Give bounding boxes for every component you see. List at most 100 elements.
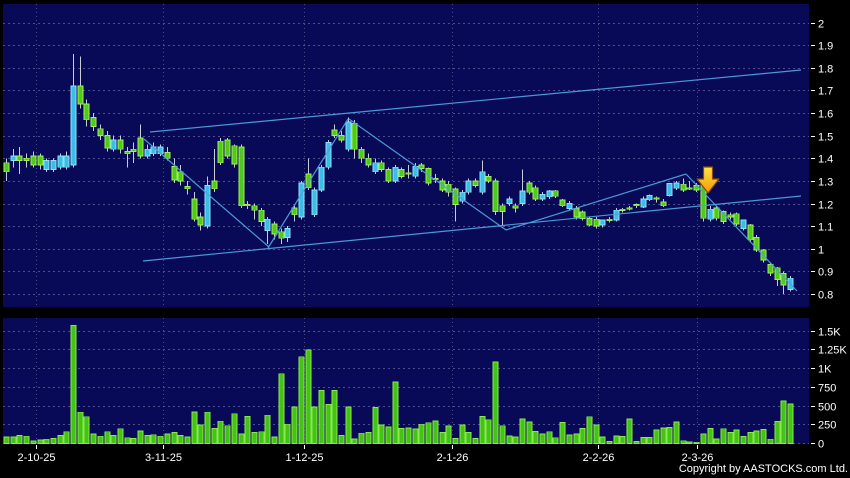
volume-bar: [485, 419, 492, 444]
candle-down: [747, 224, 754, 241]
volume-bar: [753, 430, 760, 444]
volume-bar: [137, 430, 144, 444]
candle-down: [365, 157, 372, 166]
candle-down: [713, 207, 720, 219]
candle-up: [392, 166, 399, 182]
candle-down: [686, 187, 693, 190]
volume-axis-label: 1K: [818, 364, 832, 376]
volume-bar: [70, 324, 77, 444]
trendline: [685, 173, 798, 292]
candle-down: [586, 218, 593, 226]
candle-down: [351, 122, 358, 150]
volume-bar: [378, 424, 385, 444]
volume-bar: [298, 356, 305, 444]
volume-bar: [284, 423, 291, 444]
candle-down: [680, 183, 687, 191]
volume-bar: [217, 420, 224, 444]
candle-up: [459, 191, 466, 202]
volume-bar: [311, 406, 318, 444]
volume-bar: [90, 433, 97, 444]
price-axis-label: 1.8: [818, 64, 833, 76]
axis-labels: 2 1.9 1.8 1.7 1.6 1.5 1.4 1.3 1.2 1.1 1 0.9 0.8 1.5K 1…: [18, 19, 848, 465]
candle-up: [519, 190, 526, 204]
candle-down: [619, 208, 626, 211]
volume-bar: [499, 425, 506, 444]
volume-bar: [150, 434, 157, 444]
volume-bar: [439, 432, 446, 444]
volume-bar: [10, 436, 17, 444]
candle-down: [485, 175, 492, 182]
candle-down: [626, 207, 633, 210]
volume-bar: [238, 433, 245, 444]
candle-down: [184, 186, 191, 190]
volume-bar: [177, 435, 184, 444]
candle-down: [77, 85, 84, 105]
volume-bar: [452, 438, 459, 444]
candle-down: [271, 223, 278, 235]
volume-bar: [351, 438, 358, 444]
candle-down: [83, 103, 90, 121]
date-axis-label: 2-1-26: [437, 452, 469, 464]
candle-up: [10, 155, 17, 161]
candle-down: [164, 152, 171, 159]
candle-down: [130, 148, 137, 152]
candle-down: [137, 137, 144, 157]
candle-up: [479, 171, 486, 193]
price-axis-label: 1: [818, 245, 824, 257]
volume-bar: [291, 406, 298, 444]
candle-down: [217, 140, 224, 164]
volume-bar: [774, 421, 781, 444]
candle-up: [284, 227, 291, 238]
volume-bar: [539, 433, 546, 444]
volume-axis-label: 1.25K: [818, 345, 847, 357]
volume-bar: [204, 411, 211, 444]
candle-down: [3, 162, 10, 173]
candle-down: [117, 139, 124, 150]
candle-down: [512, 205, 519, 209]
trendline: [149, 69, 802, 133]
volume-axis-label: 0: [818, 439, 824, 451]
chart-panels: [3, 4, 809, 444]
candle-down: [291, 207, 298, 216]
volume-bar: [385, 426, 392, 444]
volume-bar: [278, 373, 285, 444]
volume-bar: [633, 441, 640, 444]
volume-bar: [747, 432, 754, 444]
trendline: [267, 118, 349, 249]
volume-bar: [646, 436, 653, 444]
volume-bar: [472, 438, 479, 444]
candle-down: [526, 182, 533, 193]
volume-bar: [680, 440, 687, 444]
volume-bar: [579, 427, 586, 444]
volume-bar-series: [3, 324, 794, 444]
volume-bar: [338, 435, 345, 444]
volume-bar: [546, 431, 553, 444]
volume-bar: [733, 429, 740, 444]
volume-bar: [345, 406, 352, 444]
volume-bar: [660, 427, 667, 444]
volume-bar: [57, 435, 64, 444]
volume-axis-label: 250: [818, 420, 836, 432]
price-axis-label: 0.9: [818, 267, 833, 279]
volume-bar: [626, 418, 633, 444]
volume-bar: [305, 349, 312, 444]
candle-up: [144, 148, 151, 157]
candle-down: [418, 164, 425, 169]
volume-bar: [559, 421, 566, 444]
volume-bar: [211, 427, 218, 444]
candle-down: [231, 145, 238, 165]
volume-bar: [130, 438, 137, 444]
trendline: [505, 173, 687, 231]
candle-down: [90, 117, 97, 127]
trendline: [142, 195, 802, 262]
candle-up: [70, 85, 77, 166]
volume-bar: [720, 428, 727, 444]
candle-down: [104, 135, 111, 149]
date-axis-label: 1-12-25: [286, 452, 324, 464]
candle-down: [774, 267, 781, 280]
volume-bar: [593, 424, 600, 444]
volume-bar: [619, 436, 626, 444]
copyright-text: Copyright by AASTOCKS.com Ltd.: [678, 463, 848, 475]
candle-up: [673, 182, 680, 189]
